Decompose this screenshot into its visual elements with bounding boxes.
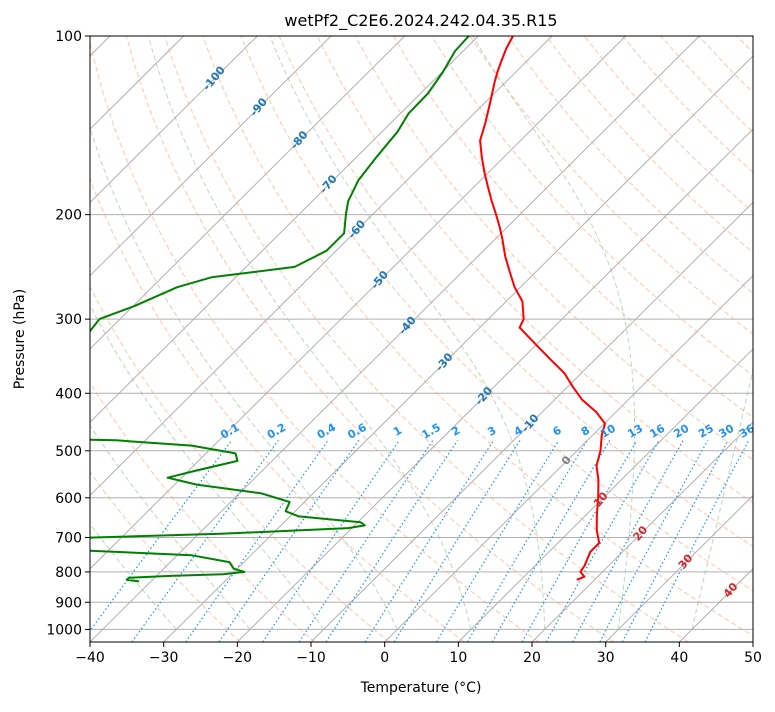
chart-title: wetPf2_C2E6.2024.242.04.35.R15 bbox=[284, 11, 557, 31]
x-tick-label: 40 bbox=[670, 650, 688, 666]
x-tick-label: 50 bbox=[744, 650, 762, 666]
x-tick-label: −30 bbox=[149, 650, 179, 666]
y-tick-label: 700 bbox=[55, 531, 82, 547]
y-tick-label: 500 bbox=[55, 444, 82, 460]
x-tick-label: −10 bbox=[296, 650, 326, 666]
y-axis-label: Pressure (hPa) bbox=[12, 289, 28, 389]
y-tick-label: 100 bbox=[55, 29, 82, 45]
x-tick-label: 30 bbox=[597, 650, 615, 666]
x-tick-label: 0 bbox=[380, 650, 389, 666]
y-tick-label: 800 bbox=[55, 565, 82, 581]
x-tick-label: −40 bbox=[75, 650, 105, 666]
x-tick-label: 10 bbox=[449, 650, 467, 666]
y-tick-label: 900 bbox=[55, 595, 82, 611]
x-axis-label: Temperature (°C) bbox=[360, 680, 482, 696]
x-tick-label: −20 bbox=[223, 650, 253, 666]
y-tick-label: 200 bbox=[55, 208, 82, 224]
y-tick-label: 1000 bbox=[46, 622, 82, 638]
y-tick-label: 400 bbox=[55, 386, 82, 402]
x-tick-label: 20 bbox=[523, 650, 541, 666]
y-tick-label: 600 bbox=[55, 491, 82, 507]
y-tick-label: 300 bbox=[55, 312, 82, 328]
